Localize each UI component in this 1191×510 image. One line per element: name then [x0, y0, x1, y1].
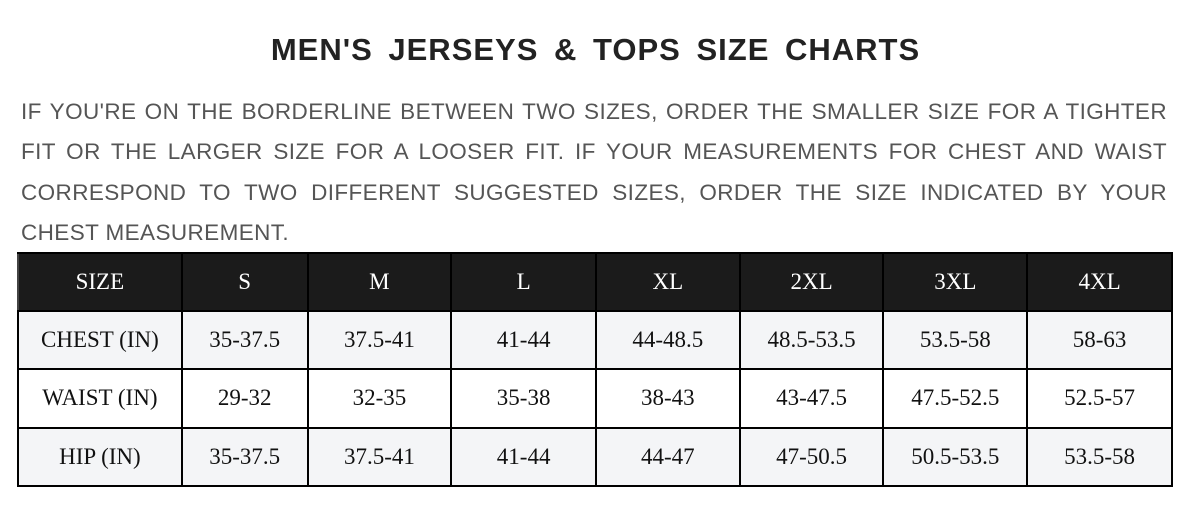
- table-cell: 47-50.5: [738, 426, 885, 488]
- table-row: CHEST (IN) 35-37.5 37.5-41 41-44 44-48.5 48.5…: [17, 309, 1173, 371]
- table-body: CHEST (IN) 35-37.5 37.5-41 41-44 44-48.5 48.5…: [17, 309, 1173, 488]
- table-row: HIP (IN) 35-37.5 37.5-41 41-44 44-47 47-50.5 5…: [17, 426, 1173, 488]
- table-cell: 58-63: [1026, 309, 1173, 371]
- column-header: 2XL: [738, 252, 885, 312]
- table-cell: 53.5-58: [882, 309, 1029, 371]
- column-header: XL: [594, 252, 741, 312]
- column-header: M: [306, 252, 453, 312]
- column-header: 4XL: [1026, 252, 1173, 312]
- table-cell: 41-44: [450, 426, 597, 488]
- column-header: 3XL: [882, 252, 1029, 312]
- table-cell: 43-47.5: [738, 368, 885, 429]
- column-header: SIZE: [17, 252, 183, 312]
- row-label: CHEST (IN): [17, 309, 183, 371]
- table-cell: 37.5-41: [306, 426, 453, 488]
- table-cell: 37.5-41: [306, 309, 453, 371]
- page-title: MEN'S JERSEYS & TOPS SIZE CHARTS: [270, 32, 921, 67]
- table-cell: 29-32: [180, 368, 309, 429]
- table-cell: 38-43: [594, 368, 741, 429]
- table-cell: 41-44: [450, 309, 597, 371]
- table-cell: 32-35: [306, 368, 453, 429]
- sizing-note: IF YOU'RE ON THE BORDERLINE BETWEEN TWO …: [21, 99, 1167, 245]
- table-cell: 52.5-57: [1026, 368, 1173, 429]
- table-cell: 35-38: [450, 368, 597, 429]
- column-header: L: [450, 252, 597, 312]
- table-cell: 50.5-53.5: [882, 426, 1029, 488]
- table-cell: 48.5-53.5: [738, 309, 885, 371]
- table-cell: 44-48.5: [594, 309, 741, 371]
- size-chart-table: SIZE S M L XL 2XL 3XL 4XL CHEST (IN) 35-37.5 37.5…: [17, 252, 1173, 488]
- column-header: S: [180, 252, 309, 312]
- row-label: HIP (IN): [17, 426, 183, 488]
- table-cell: 47.5-52.5: [882, 368, 1029, 429]
- table-cell: 35-37.5: [180, 426, 309, 488]
- table-row: WAIST (IN) 29-32 32-35 35-38 38-43 43-47.5 47.…: [17, 368, 1173, 429]
- table-cell: 44-47: [594, 426, 741, 488]
- table-cell: 35-37.5: [180, 309, 309, 371]
- table-cell: 53.5-58: [1026, 426, 1173, 488]
- row-label: WAIST (IN): [17, 368, 183, 429]
- header-row: SIZE S M L XL 2XL 3XL 4XL: [17, 252, 1173, 312]
